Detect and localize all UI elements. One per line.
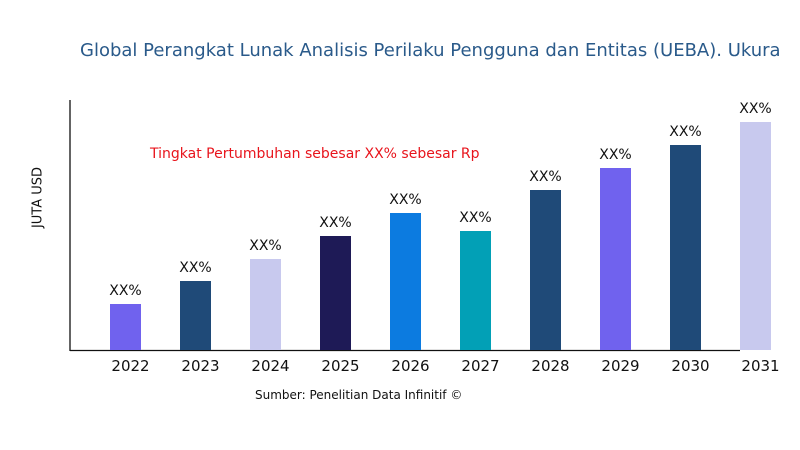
data-label-2026: XX% bbox=[389, 192, 421, 208]
bar-2022 bbox=[110, 304, 141, 350]
data-label-2024: XX% bbox=[249, 238, 281, 254]
data-label-2027: XX% bbox=[459, 210, 491, 226]
data-label-2022: XX% bbox=[109, 283, 141, 299]
x-tick-label-2025: 2025 bbox=[321, 357, 359, 375]
bar-2026 bbox=[390, 213, 421, 350]
data-label-2029: XX% bbox=[599, 147, 631, 163]
bar-2023 bbox=[180, 281, 211, 350]
data-label-2031: XX% bbox=[739, 101, 771, 117]
bar-2028 bbox=[530, 190, 561, 350]
x-tick-label-2028: 2028 bbox=[531, 357, 569, 375]
x-tick-label-2022: 2022 bbox=[111, 357, 149, 375]
x-tick-label-2031: 2031 bbox=[741, 357, 779, 375]
x-tick-label-2026: 2026 bbox=[391, 357, 429, 375]
x-tick-label-2029: 2029 bbox=[601, 357, 639, 375]
bar-2029 bbox=[600, 168, 631, 350]
data-label-2028: XX% bbox=[529, 169, 561, 185]
data-label-2025: XX% bbox=[319, 215, 351, 231]
data-label-2030: XX% bbox=[669, 124, 701, 140]
x-tick-label-2030: 2030 bbox=[671, 357, 709, 375]
bar-2024 bbox=[250, 259, 281, 350]
x-tick-label-2027: 2027 bbox=[461, 357, 499, 375]
source-note: Sumber: Penelitian Data Infinitif © bbox=[255, 388, 463, 402]
growth-annotation: Tingkat Pertumbuhan sebesar XX% sebesar … bbox=[150, 146, 480, 162]
x-tick-label-2024: 2024 bbox=[251, 357, 289, 375]
data-label-2023: XX% bbox=[179, 260, 211, 276]
chart-title: Global Perangkat Lunak Analisis Perilaku… bbox=[80, 40, 781, 61]
bar-2030 bbox=[670, 145, 701, 350]
bar-2027 bbox=[460, 231, 491, 350]
x-tick-label-2023: 2023 bbox=[181, 357, 219, 375]
bar-2025 bbox=[320, 236, 351, 350]
bar-2031 bbox=[740, 122, 771, 350]
